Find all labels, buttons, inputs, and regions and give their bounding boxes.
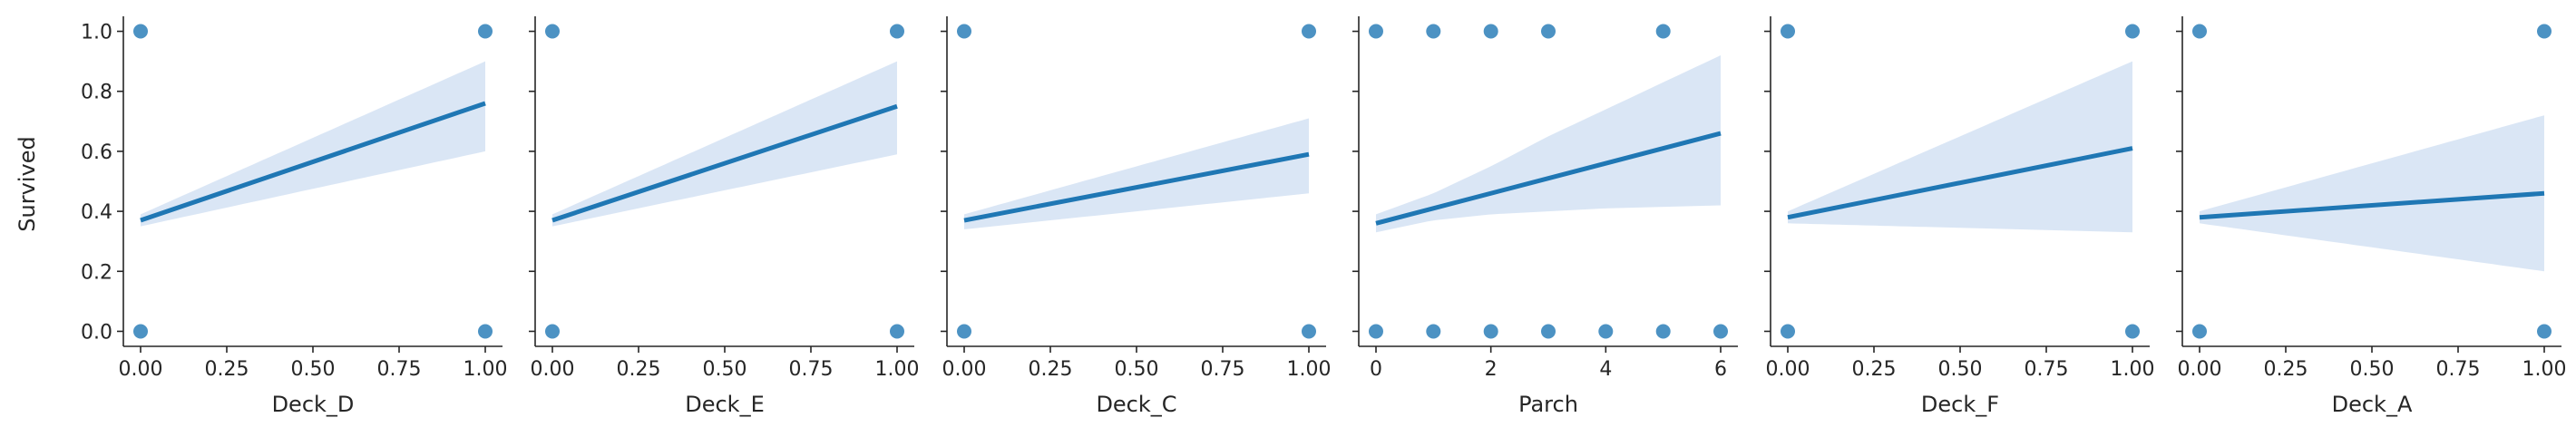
data-point xyxy=(1781,24,1795,39)
data-point xyxy=(545,24,560,39)
subplot-deck-a: 0.00 0.25 0.50 0.75 1.00 Deck_A xyxy=(2176,16,2566,417)
data-point xyxy=(1369,24,1383,39)
regression-line xyxy=(2199,190,2545,220)
data-point xyxy=(478,24,493,39)
y-tick-label: 0.0 xyxy=(81,321,112,344)
data-point xyxy=(545,324,560,339)
x-tick-label: 1.00 xyxy=(2111,358,2155,381)
subplot-grid: 0.0 0.2 0.4 0.6 0.8 1.0 0.00 0.25 0.50 0.75 1.00 De… xyxy=(81,16,2566,417)
data-point xyxy=(1781,324,1795,339)
y-tick-label: 0.6 xyxy=(81,141,112,164)
data-point xyxy=(2192,24,2207,39)
x-tick-label: 0.25 xyxy=(2264,358,2308,381)
data-point xyxy=(1426,324,1441,339)
x-tick-label: 6 xyxy=(1714,358,1727,381)
y-tick-label: 0.8 xyxy=(81,82,112,104)
regression-line xyxy=(1787,146,2133,220)
data-point xyxy=(1541,324,1556,339)
data-point xyxy=(1369,324,1383,339)
data-point xyxy=(1483,324,1498,339)
data-point xyxy=(890,24,904,39)
y-axis-label: Survived xyxy=(15,136,40,231)
data-point xyxy=(2125,324,2140,339)
data-point xyxy=(2537,324,2552,339)
subplot-deck-f: 0.00 0.25 0.50 0.75 1.00 Deck_F xyxy=(1764,16,2154,417)
x-tick-label: 1.00 xyxy=(875,358,920,381)
data-point xyxy=(1655,324,1671,339)
regression-line xyxy=(551,103,898,223)
data-point xyxy=(1655,24,1671,39)
confidence-band xyxy=(2200,115,2544,272)
x-tick-label: 0.50 xyxy=(1115,358,1159,381)
data-point xyxy=(1598,324,1614,339)
x-tick-label: 0.50 xyxy=(2350,358,2395,381)
data-point xyxy=(2192,324,2207,339)
x-tick-label: 0.50 xyxy=(703,358,747,381)
x-tick-label: 0.50 xyxy=(1938,358,1983,381)
x-tick-label: 1.00 xyxy=(463,358,508,381)
data-point xyxy=(1426,24,1441,39)
regression-line xyxy=(1375,131,1722,226)
x-axis-label: Deck_D xyxy=(272,392,355,417)
x-axis-label: Parch xyxy=(1518,392,1578,417)
x-tick-label: 1.00 xyxy=(1287,358,1332,381)
data-point xyxy=(2537,24,2552,39)
y-tick-label: 0.2 xyxy=(81,261,112,284)
data-point xyxy=(133,24,148,39)
x-axis-label: Deck_E xyxy=(685,392,765,417)
x-tick-label: 0.75 xyxy=(789,358,834,381)
data-point xyxy=(957,24,971,39)
y-tick-label: 0.4 xyxy=(81,201,112,224)
x-tick-label: 4 xyxy=(1599,358,1612,381)
x-tick-label: 0.00 xyxy=(1766,358,1810,381)
confidence-band xyxy=(141,61,485,227)
data-point xyxy=(1483,24,1498,39)
data-point xyxy=(1541,24,1556,39)
data-point xyxy=(1302,24,1316,39)
subplot-deck-e: 0.00 0.25 0.50 0.75 1.00 Deck_E xyxy=(529,16,919,417)
x-tick-label: 1.00 xyxy=(2522,358,2567,381)
data-point xyxy=(1713,324,1728,339)
x-tick-label: 0.25 xyxy=(1029,358,1073,381)
x-tick-label: 0.75 xyxy=(1201,358,1245,381)
x-tick-label: 0.00 xyxy=(942,358,987,381)
data-point xyxy=(2125,24,2140,39)
x-tick-label: 0.25 xyxy=(1852,358,1897,381)
x-axis-label: Deck_C xyxy=(1096,392,1176,417)
regression-line xyxy=(140,101,486,223)
x-tick-label: 0.25 xyxy=(205,358,249,381)
x-tick-label: 0.50 xyxy=(291,358,336,381)
data-point xyxy=(890,324,904,339)
y-tick-label: 1.0 xyxy=(81,22,112,44)
x-tick-label: 0.75 xyxy=(2436,358,2481,381)
subplot-deck-d: 0.0 0.2 0.4 0.6 0.8 1.0 0.00 0.25 0.50 0.75 1.00 De… xyxy=(81,16,507,417)
confidence-band xyxy=(1788,61,2132,233)
subplot-parch: 0 2 4 6 Parch xyxy=(1352,16,1738,417)
subplot-deck-c: 0.00 0.25 0.50 0.75 1.00 Deck_C xyxy=(941,16,1331,417)
confidence-band xyxy=(1376,55,1721,233)
data-point xyxy=(957,324,971,339)
data-point xyxy=(1302,324,1316,339)
x-tick-label: 0 xyxy=(1370,358,1382,381)
x-tick-label: 0.75 xyxy=(377,358,422,381)
x-tick-label: 0.00 xyxy=(531,358,575,381)
data-point xyxy=(478,324,493,339)
x-tick-label: 0.25 xyxy=(617,358,661,381)
regression-line xyxy=(963,151,1310,223)
x-tick-label: 0.00 xyxy=(119,358,163,381)
x-axis-label: Deck_F xyxy=(1921,392,1999,417)
data-point xyxy=(133,324,148,339)
confidence-band xyxy=(552,61,897,227)
x-tick-label: 0.75 xyxy=(2025,358,2069,381)
x-tick-label: 0.00 xyxy=(2178,358,2222,381)
x-axis-label: Deck_A xyxy=(2332,392,2413,417)
x-tick-label: 2 xyxy=(1485,358,1498,381)
